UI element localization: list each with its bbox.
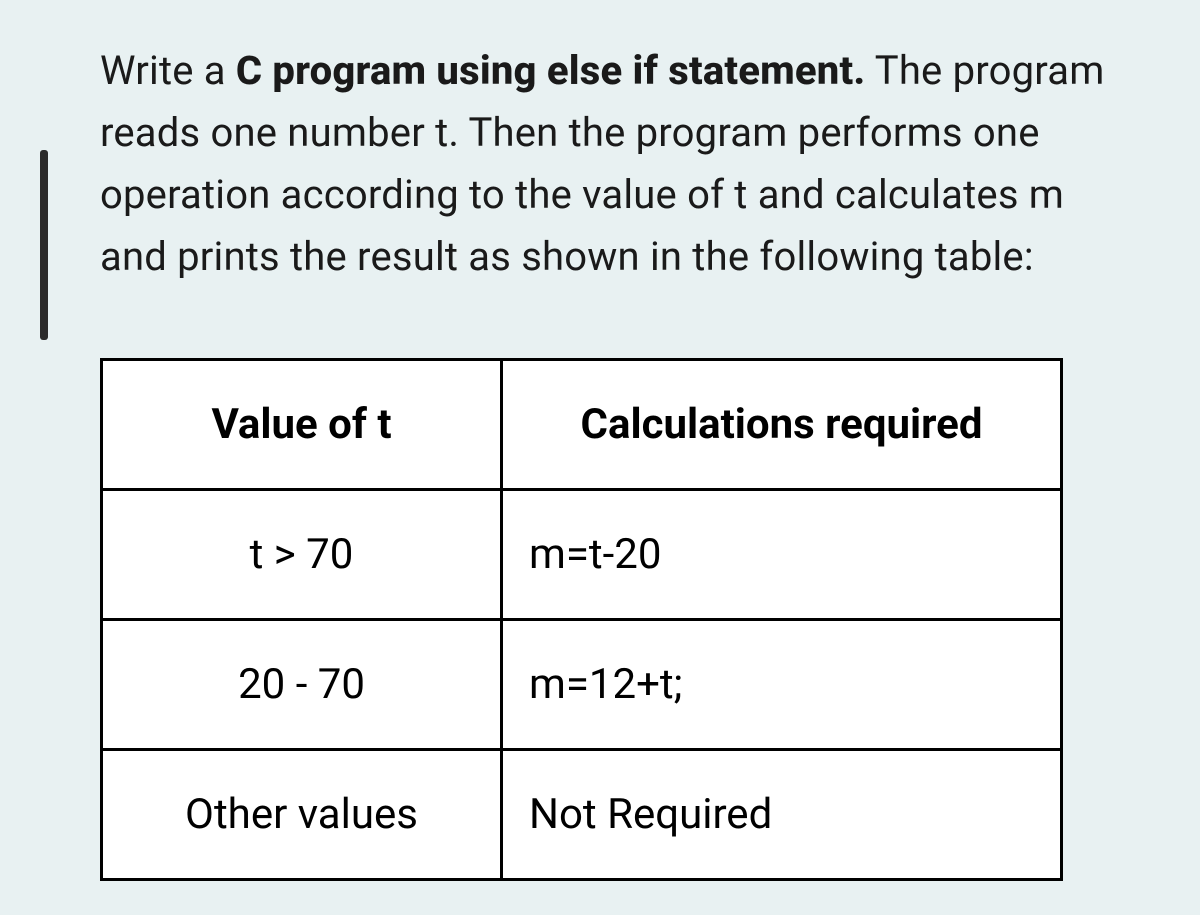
table-row: 20 - 70 m=12+t; — [102, 620, 1062, 750]
question-prompt: Write a C program using else if statemen… — [100, 40, 1140, 288]
cell-c-2: Not Required — [502, 750, 1062, 880]
prompt-bold: C program using else if statement. — [236, 47, 866, 94]
calc-table-wrap: Value of t Calculations required t > 70 … — [100, 358, 1140, 881]
cell-t-2: Other values — [102, 750, 502, 880]
table-row: t > 70 m=t-20 — [102, 490, 1062, 620]
prompt-pre: Write a — [100, 47, 236, 94]
cell-t-0: t > 70 — [102, 490, 502, 620]
calc-table: Value of t Calculations required t > 70 … — [100, 358, 1063, 881]
cell-t-1: 20 - 70 — [102, 620, 502, 750]
table-header-row: Value of t Calculations required — [102, 360, 1062, 490]
page: Write a C program using else if statemen… — [0, 40, 1200, 915]
cell-c-0: m=t-20 — [502, 490, 1062, 620]
accent-bar — [40, 150, 48, 340]
table-row: Other values Not Required — [102, 750, 1062, 880]
col-header-value-of-t: Value of t — [102, 360, 502, 490]
col-header-calculations: Calculations required — [502, 360, 1062, 490]
cell-c-1: m=12+t; — [502, 620, 1062, 750]
